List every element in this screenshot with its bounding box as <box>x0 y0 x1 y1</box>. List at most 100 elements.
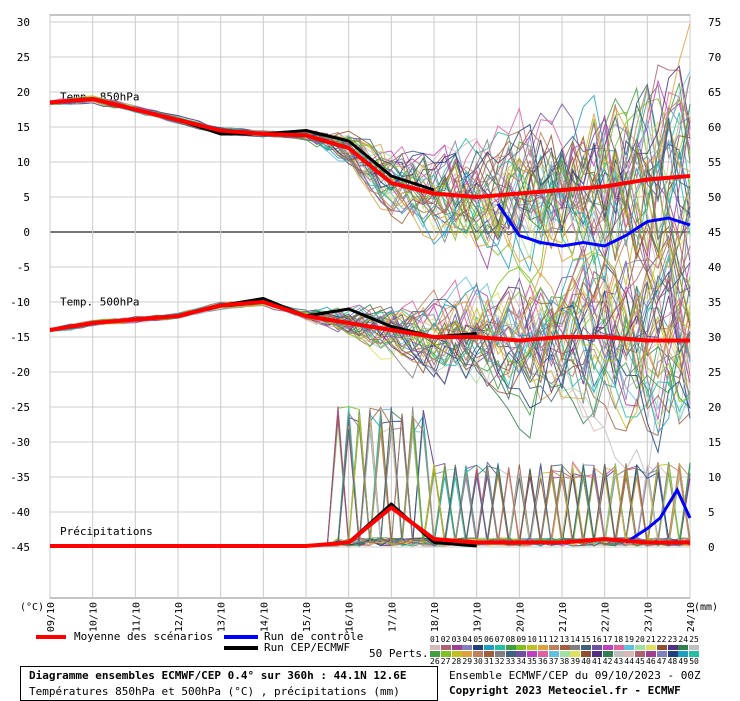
perturbation-swatch <box>570 651 581 657</box>
perturbation-number: 17 <box>602 635 613 644</box>
perturbation-number: 10 <box>527 635 537 644</box>
perturbation-number: 50 <box>689 657 699 666</box>
perturbation-swatch <box>581 645 592 650</box>
y-tick-right: 15 <box>708 436 721 449</box>
perturbation-number: 44 <box>624 657 635 666</box>
perturbation-number: 42 <box>602 657 613 666</box>
perturbation-number: 21 <box>646 635 656 644</box>
perturbation-swatch <box>613 645 624 650</box>
y-tick-right: 75 <box>708 16 721 29</box>
y-tick-left: 15 <box>17 121 30 134</box>
perturbation-number: 43 <box>613 657 624 666</box>
perturbation-number: 32 <box>494 657 505 666</box>
x-tick-label: 24/10 <box>686 602 697 632</box>
perturbation-swatch <box>570 645 581 650</box>
perturbation-number: 38 <box>559 657 570 666</box>
perturbation-number: 28 <box>451 657 462 666</box>
y-tick-left: -30 <box>10 436 30 449</box>
perturbation-number: 40 <box>581 657 591 666</box>
perturbation-number: 22 <box>656 635 667 644</box>
x-tick-label: 20/10 <box>515 602 526 632</box>
mean-line-t500 <box>49 300 690 343</box>
perturbation-swatch <box>527 651 538 657</box>
perturbation-swatch <box>484 651 494 657</box>
y-tick-left: 20 <box>17 86 30 99</box>
legend-label-control: Run de contrôle <box>264 630 364 643</box>
y-tick-left: 0 <box>23 226 30 239</box>
left-axis-unit: (°C) <box>20 602 44 613</box>
perturbation-number: 49 <box>678 657 689 666</box>
perturbation-swatch <box>559 651 570 657</box>
right-axis-unit: (mm) <box>694 602 718 613</box>
perturbation-swatch <box>451 645 462 650</box>
x-tick-label: 17/10 <box>387 602 398 632</box>
perturbation-number: 08 <box>505 635 516 644</box>
perturbation-swatch <box>505 651 516 657</box>
perturbation-number: 06 <box>484 635 494 644</box>
perturbation-number: 03 <box>451 635 462 644</box>
panel-label-t500: Temp. 500hPa <box>60 296 139 309</box>
perturbation-number: 18 <box>613 635 624 644</box>
perturbation-number: 04 <box>462 635 473 644</box>
perturbation-number: 25 <box>689 635 699 644</box>
perturbation-swatch <box>440 645 451 650</box>
footer-title-box: Diagramme ensembles ECMWF/CEP 0.4° sur 3… <box>20 666 438 701</box>
x-tick-label: 15/10 <box>302 602 313 632</box>
y-tick-right: 35 <box>708 296 721 309</box>
ensemble-member-t850 <box>50 98 691 266</box>
control-line-t850 <box>496 203 691 248</box>
perturbation-swatch <box>624 651 635 657</box>
footer-subtitle: Températures 850hPa et 500hPa (°C) , pré… <box>29 685 400 698</box>
y-tick-right: 5 <box>708 506 715 519</box>
y-tick-left: -35 <box>10 471 30 484</box>
perturbation-number: 45 <box>635 657 645 666</box>
perturbation-swatch <box>494 651 505 657</box>
y-tick-right: 45 <box>708 226 721 239</box>
perturbation-number: 23 <box>667 635 678 644</box>
y-tick-left: -5 <box>17 261 30 274</box>
x-tick-label: 19/10 <box>473 602 484 632</box>
y-tick-right: 55 <box>708 156 721 169</box>
perturbation-number: 30 <box>473 657 483 666</box>
legend-label-ecmwf: Run CEP/ECMWF <box>264 641 351 654</box>
perturbation-swatch <box>656 645 667 650</box>
perturbation-number: 16 <box>592 635 602 644</box>
perturbation-number: 27 <box>440 657 451 666</box>
perturbation-number: 37 <box>548 657 559 666</box>
perturbation-swatch <box>646 645 656 650</box>
perturbation-swatch <box>538 651 548 657</box>
perturbation-number: 26 <box>430 657 440 666</box>
perturbation-swatch <box>689 651 700 657</box>
x-tick-label: 12/10 <box>174 602 185 632</box>
perturbation-number: 14 <box>570 635 581 644</box>
y-tick-right: 65 <box>708 86 721 99</box>
y-tick-right: 0 <box>708 541 715 554</box>
perturbation-swatch <box>430 651 440 657</box>
x-tick-label: 21/10 <box>558 602 569 632</box>
x-tick-label: 11/10 <box>131 602 142 632</box>
perturbation-number: 24 <box>678 635 689 644</box>
perturbation-number: 05 <box>473 635 483 644</box>
perturbation-number: 31 <box>484 657 494 666</box>
legend-swatch-ecmwf <box>224 646 258 650</box>
perturbation-number: 34 <box>516 657 527 666</box>
perturbation-swatch <box>667 645 678 650</box>
x-tick-label: 18/10 <box>430 602 441 632</box>
y-tick-left: 30 <box>17 16 30 29</box>
control-line-precip <box>625 486 692 544</box>
y-tick-right: 50 <box>708 191 721 204</box>
perturbation-swatch <box>473 645 484 650</box>
y-tick-right: 30 <box>708 331 721 344</box>
perturbation-number: 20 <box>635 635 645 644</box>
perturbation-swatch <box>516 651 527 657</box>
perturbation-swatch <box>538 645 548 650</box>
y-tick-left: -20 <box>10 366 30 379</box>
perturbation-swatch <box>602 645 613 650</box>
perturbation-swatch <box>462 645 473 650</box>
y-tick-left: 25 <box>17 51 30 64</box>
y-tick-right: 70 <box>708 51 721 64</box>
perturbation-swatch <box>635 645 646 650</box>
y-tick-left: -10 <box>10 296 30 309</box>
legend-label-mean: Moyenne des scénarios <box>74 630 214 643</box>
